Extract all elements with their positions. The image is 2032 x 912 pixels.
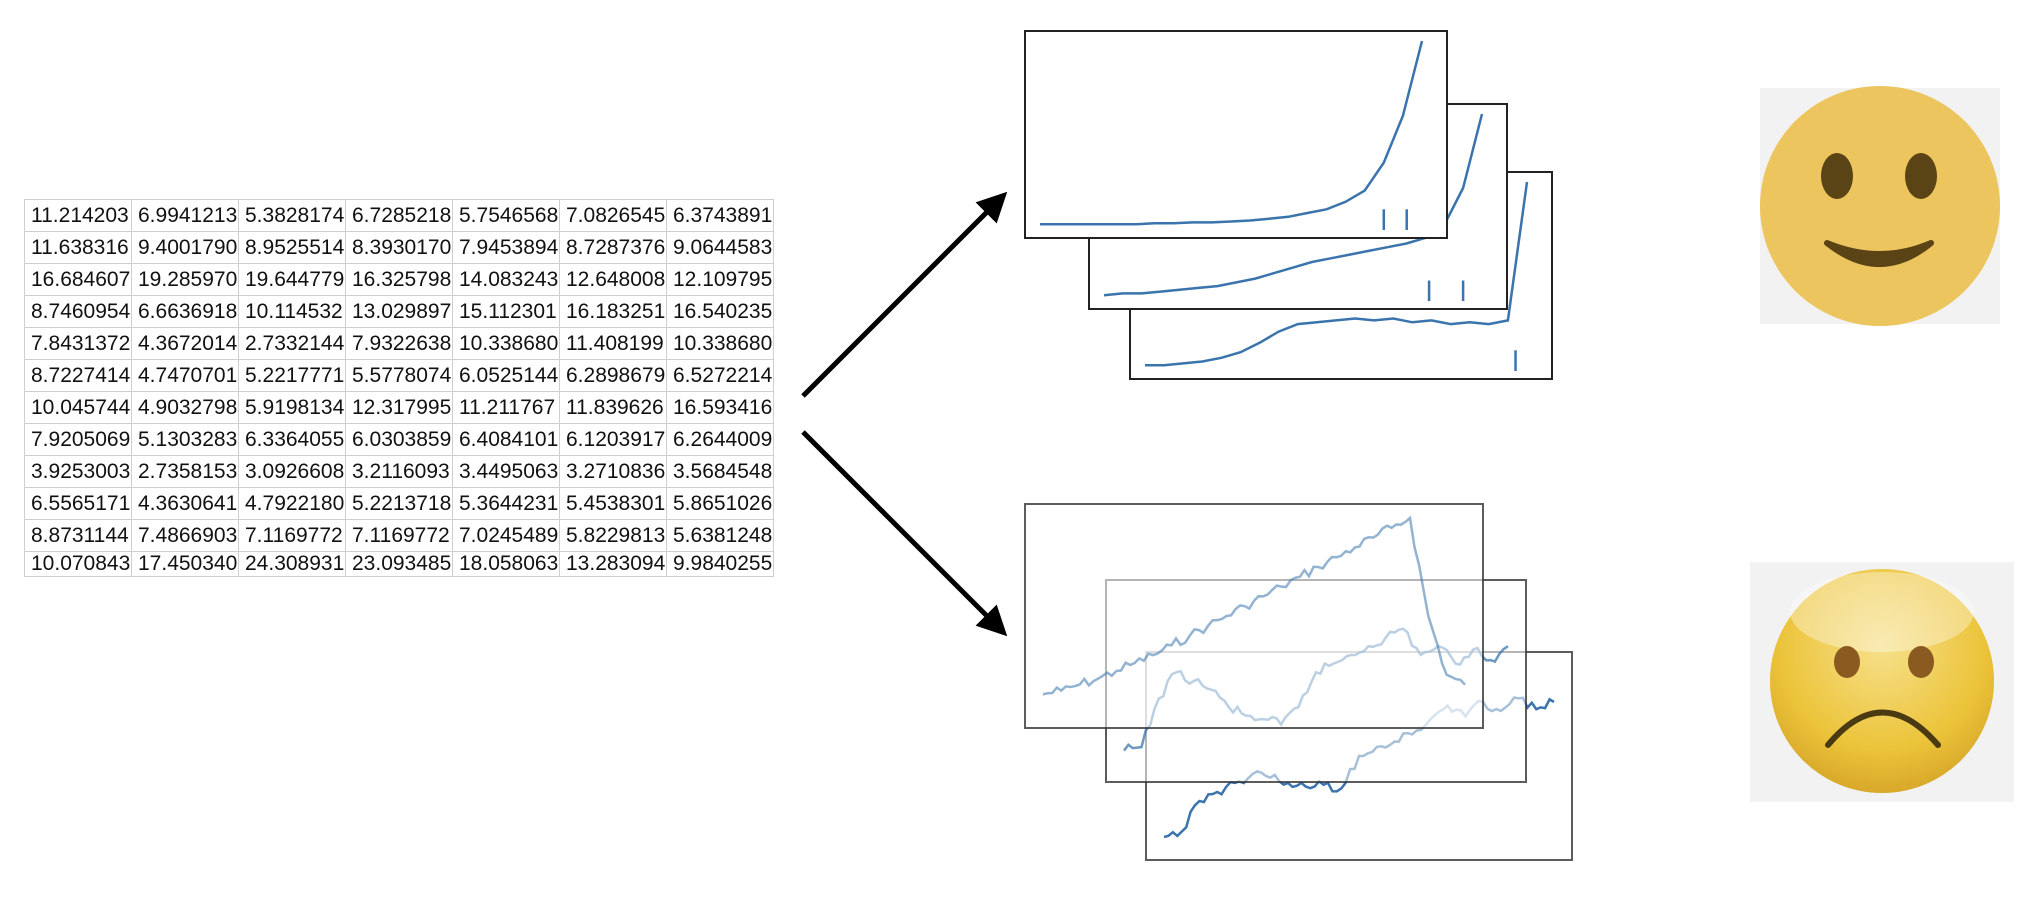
table-cell: 10.045744 — [24, 391, 132, 424]
table-cell: 7.8431372 — [24, 327, 132, 360]
table-cell: 9.0644583 — [666, 231, 774, 264]
table-cell: 5.8651026 — [666, 487, 774, 520]
table-cell: 19.285970 — [131, 263, 239, 296]
table-cell: 6.3743891 — [666, 199, 774, 232]
table-cell: 10.070843 — [24, 551, 132, 577]
table-row: 3.9253003 2.7358153 3.0926608 3.2116093 3.44… — [24, 455, 774, 488]
table-cell: 4.3672014 — [131, 327, 239, 360]
table-cell: 3.9253003 — [24, 455, 132, 488]
table-row: 8.8731144 7.4866903 7.1169772 7.1169772 7.02… — [24, 519, 774, 552]
bad-chart-stack — [1024, 503, 1573, 861]
good-chart-frame — [1024, 30, 1448, 239]
table-cell: 12.648008 — [559, 263, 667, 296]
arrow-to-good-charts — [801, 191, 1008, 398]
table-cell: 6.2644009 — [666, 423, 774, 456]
table-cell: 5.4538301 — [559, 487, 667, 520]
table-cell: 5.2213718 — [345, 487, 453, 520]
table-cell: 4.9032798 — [131, 391, 239, 424]
table-row: 7.8431372 4.3672014 2.7332144 7.9322638 10.3… — [24, 327, 774, 360]
table-cell: 6.0525144 — [452, 359, 560, 392]
bad-chart-line — [1042, 515, 1466, 696]
table-cell: 24.308931 — [238, 551, 346, 577]
table-row: 7.9205069 5.1303283 6.3364055 6.0303859 6.40… — [24, 423, 774, 456]
table-cell: 8.8731144 — [24, 519, 132, 552]
table-cell: 6.3364055 — [238, 423, 346, 456]
data-spreadsheet: 11.214203 6.9941213 5.3828174 6.7285218 5.75… — [24, 199, 774, 577]
table-row: 11.638316 9.4001790 8.9525514 8.3930170 7.94… — [24, 231, 774, 264]
table-row: 10.070843 17.450340 24.308931 23.093485 18.0… — [24, 551, 774, 577]
table-cell: 8.7287376 — [559, 231, 667, 264]
table-cell: 6.9941213 — [131, 199, 239, 232]
table-cell: 23.093485 — [345, 551, 453, 577]
table-cell: 4.3630641 — [131, 487, 239, 520]
arrow-to-bad-charts — [801, 430, 1008, 637]
table-row: 6.5565171 4.3630641 4.7922180 5.2213718 5.36… — [24, 487, 774, 520]
table-cell: 6.7285218 — [345, 199, 453, 232]
table-cell: 3.4495063 — [452, 455, 560, 488]
table-row: 16.684607 19.285970 19.644779 16.325798 14.0… — [24, 263, 774, 296]
table-cell: 3.0926608 — [238, 455, 346, 488]
table-cell: 12.109795 — [666, 263, 774, 296]
table-cell: 12.317995 — [345, 391, 453, 424]
table-cell: 5.6381248 — [666, 519, 774, 552]
table-cell: 8.7227414 — [24, 359, 132, 392]
good-chart-line — [1040, 40, 1424, 226]
table-cell: 13.029897 — [345, 295, 453, 328]
table-cell: 6.1203917 — [559, 423, 667, 456]
table-cell: 7.9205069 — [24, 423, 132, 456]
table-cell: 8.9525514 — [238, 231, 346, 264]
sad-face-icon — [1750, 562, 2014, 802]
good-chart-line — [1145, 181, 1529, 367]
table-cell: 7.4866903 — [131, 519, 239, 552]
table-cell: 16.684607 — [24, 263, 132, 296]
table-cell: 18.058063 — [452, 551, 560, 577]
happy-face-icon — [1760, 86, 2000, 326]
table-cell: 17.450340 — [131, 551, 239, 577]
table-cell: 11.839626 — [559, 391, 667, 424]
table-cell: 19.644779 — [238, 263, 346, 296]
table-row: 8.7460954 6.6636918 10.114532 13.029897 15.1… — [24, 295, 774, 328]
table-cell: 9.9840255 — [666, 551, 774, 577]
table-cell: 5.9198134 — [238, 391, 346, 424]
table-cell: 14.083243 — [452, 263, 560, 296]
table-cell: 3.5684548 — [666, 455, 774, 488]
table-cell: 5.8229813 — [559, 519, 667, 552]
good-chart-stack — [1024, 30, 1553, 380]
good-chart-line — [1103, 113, 1484, 297]
table-cell: 5.5778074 — [345, 359, 453, 392]
bad-chart-frame — [1024, 503, 1484, 729]
table-cell: 2.7332144 — [238, 327, 346, 360]
table-cell: 11.214203 — [24, 199, 132, 232]
table-cell: 13.283094 — [559, 551, 667, 577]
table-cell: 9.4001790 — [131, 231, 239, 264]
table-cell: 5.1303283 — [131, 423, 239, 456]
table-cell: 7.1169772 — [238, 519, 346, 552]
table-cell: 7.9453894 — [452, 231, 560, 264]
table-cell: 5.2217771 — [238, 359, 346, 392]
table-cell: 10.338680 — [452, 327, 560, 360]
table-cell: 16.540235 — [666, 295, 774, 328]
table-row: 8.7227414 4.7470701 5.2217771 5.5778074 6.05… — [24, 359, 774, 392]
table-cell: 15.112301 — [452, 295, 560, 328]
table-row: 10.045744 4.9032798 5.9198134 12.317995 11.2… — [24, 391, 774, 424]
table-row: 11.214203 6.9941213 5.3828174 6.7285218 5.75… — [24, 199, 774, 232]
table-cell: 11.638316 — [24, 231, 132, 264]
table-cell: 16.183251 — [559, 295, 667, 328]
table-cell: 8.3930170 — [345, 231, 453, 264]
table-cell: 6.5565171 — [24, 487, 132, 520]
